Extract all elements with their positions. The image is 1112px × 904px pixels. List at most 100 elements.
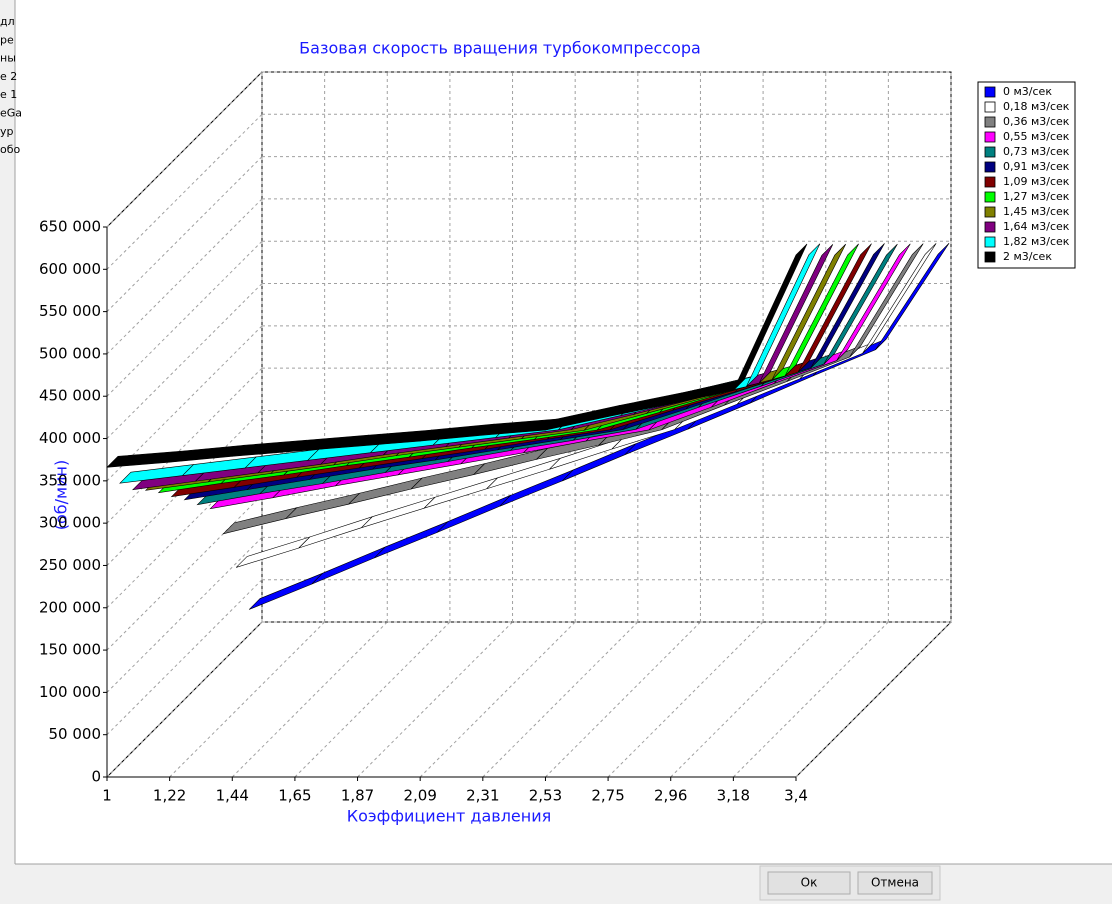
grid-line	[106, 494, 263, 651]
legend: 0 м3/сек 0,18 м3/сек 0,36 м3/сек 0,55 м3/се…	[977, 81, 1076, 269]
x-tick-label: 1,22	[153, 787, 186, 805]
sidebar-item: eGa	[0, 107, 22, 120]
legend-label: 0,18 м3/сек	[1003, 100, 1070, 113]
grid-line	[106, 156, 263, 312]
sidebar-item: е 2	[0, 70, 17, 83]
ok-button-label[interactable]: Ок	[801, 876, 818, 890]
sidebar: дл ре ны е 2 е 1 eGa ур обо	[0, 15, 22, 156]
grid-line	[106, 198, 263, 355]
legend-label: 0,55 м3/сек	[1003, 130, 1070, 143]
y-tick-label: 400 000	[39, 429, 101, 447]
ok-button[interactable]	[767, 871, 851, 895]
plot: 0 50 000 100 000 150 000 200 000 250 000 300 0…	[39, 71, 952, 805]
cancel-button[interactable]	[857, 871, 933, 895]
legend-swatch	[984, 206, 996, 218]
grid-line	[169, 621, 325, 778]
x-tick-label: 3,4	[784, 787, 808, 805]
grid-line	[733, 621, 889, 778]
grid-line	[357, 621, 513, 778]
legend-swatch	[984, 191, 996, 203]
ribbon-segment	[758, 244, 834, 384]
y-tick-label: 300 000	[39, 514, 101, 532]
sidebar-item: обо	[0, 143, 21, 156]
legend-swatch	[984, 101, 996, 113]
cancel-button-label[interactable]: Отмена	[871, 876, 919, 890]
legend-swatch	[984, 146, 996, 158]
sidebar-item: ур	[0, 125, 14, 138]
y-tick-label: 600 000	[39, 260, 101, 278]
grid-line	[231, 621, 388, 778]
legend-swatch	[984, 176, 996, 188]
grid-line	[482, 621, 639, 778]
legend-swatch	[984, 116, 996, 128]
y-tick-label: 500 000	[39, 344, 101, 362]
sidebar-item: е 1	[0, 88, 17, 101]
legend-label: 0 м3/сек	[1003, 85, 1052, 98]
legend-swatch	[984, 131, 996, 143]
ribbon-segment	[797, 243, 872, 373]
y-tick-label: 150 000	[39, 641, 101, 659]
chart-title: Базовая скорость вращения турбокомпрессо…	[299, 39, 701, 58]
ribbon-segment	[823, 243, 898, 365]
y-tick-label: 350 000	[39, 471, 101, 489]
y-tick-label: 200 000	[39, 598, 101, 616]
legend-label: 1,45 м3/сек	[1003, 205, 1070, 218]
y-tick-label: 50 000	[49, 725, 102, 743]
x-tick-label: 2,09	[403, 787, 436, 805]
y-tick-label: 250 000	[39, 556, 101, 574]
grid-line	[795, 621, 952, 778]
y-tick-label: 450 000	[39, 387, 101, 405]
y-tick-label: 100 000	[39, 683, 101, 701]
x-tick-label: 3,18	[717, 787, 750, 805]
grid-line	[106, 113, 263, 270]
legend-label: 1,82 м3/сек	[1003, 235, 1070, 248]
sidebar-item: дл	[0, 15, 15, 28]
grid-line	[607, 621, 764, 778]
ribbon-segment	[771, 243, 846, 380]
legend-label: 2 м3/сек	[1003, 250, 1052, 263]
y-axis-label: (об/мин)	[52, 460, 71, 530]
grid-line	[294, 621, 451, 778]
x-tick-label: 1	[102, 787, 112, 805]
grid-line	[106, 367, 263, 524]
x-tick-label: 2,53	[529, 787, 562, 805]
ribbon-segment	[875, 242, 950, 350]
ribbon-segment	[733, 243, 808, 391]
ribbon-segment	[862, 243, 937, 354]
legend-label: 0,36 м3/сек	[1003, 115, 1070, 128]
grid-line	[106, 240, 263, 397]
legend-swatch	[984, 251, 996, 263]
x-tick-label: 1,87	[341, 787, 374, 805]
legend-label: 0,91 м3/сек	[1003, 160, 1070, 173]
legend-swatch	[984, 236, 996, 248]
y-tick-label: 550 000	[39, 302, 101, 320]
grid-line	[106, 71, 263, 228]
grid-line	[106, 579, 263, 736]
x-tick-label: 2,31	[466, 787, 499, 805]
ribbon-segment	[746, 243, 821, 387]
ribbon-segment	[836, 243, 911, 361]
legend-label: 1,27 м3/сек	[1003, 190, 1070, 203]
grid-line	[106, 537, 263, 693]
x-tick-label: 1,44	[216, 787, 249, 805]
legend-swatch	[984, 86, 996, 98]
ribbon-segment	[810, 243, 885, 369]
grid-line	[545, 621, 701, 778]
legend-label: 1,64 м3/сек	[1003, 220, 1070, 233]
ribbon-segment	[849, 243, 924, 358]
grid-line	[670, 621, 827, 778]
x-axis-label: Коэффициент давления	[347, 807, 552, 826]
y-tick-label: 0	[91, 768, 101, 786]
grid-line	[106, 283, 263, 439]
x-tick-label: 1,65	[278, 787, 311, 805]
y-tick-label: 650 000	[39, 218, 101, 236]
ribbon-segment	[784, 243, 859, 377]
x-tick-label: 2,75	[591, 787, 624, 805]
grid-line	[106, 621, 263, 778]
legend-swatch	[984, 221, 996, 233]
sidebar-item: ре	[0, 33, 14, 46]
x-tick-label: 2,96	[654, 787, 687, 805]
legend-label: 1,09 м3/сек	[1003, 175, 1070, 188]
